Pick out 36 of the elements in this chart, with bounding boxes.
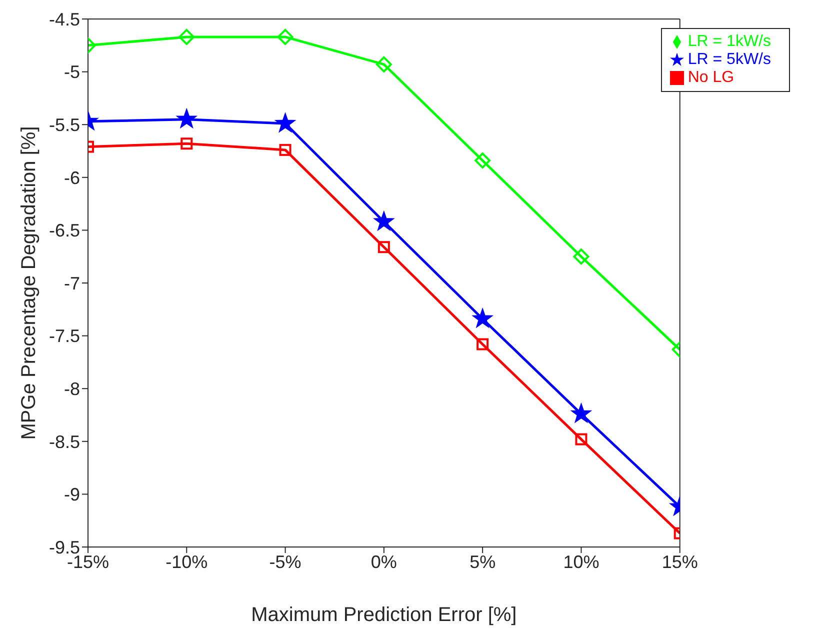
point — [374, 211, 394, 230]
x-tick-label: -10% — [166, 552, 208, 572]
point — [476, 338, 489, 350]
point — [573, 248, 590, 265]
y-tick-label: -5 — [64, 62, 80, 82]
x-tick-label: 10% — [563, 552, 600, 572]
y-tick-label: -9 — [64, 484, 80, 505]
point — [176, 108, 197, 128]
legend-label: No LG — [688, 69, 734, 86]
x-tick-label: 0% — [370, 552, 397, 572]
x-tick-label: 5% — [470, 552, 496, 572]
point — [571, 403, 592, 423]
point — [275, 113, 296, 132]
legend-label: LR = 1kW/s — [688, 33, 771, 50]
y-tick-label: -7 — [64, 273, 80, 294]
y-tick-label: -7.5 — [48, 326, 80, 346]
point — [277, 28, 294, 45]
y-axis-title: MPGe Precentage Degradation [%] — [18, 126, 40, 440]
y-tick-label: -8.5 — [48, 432, 80, 452]
x-tick-label: 15% — [662, 552, 698, 572]
x-tick-label: -5% — [269, 552, 302, 572]
point — [474, 152, 491, 169]
point — [376, 56, 392, 72]
legend-label: LR = 5kW/s — [688, 51, 771, 68]
y-tick-label: -5.5 — [48, 114, 80, 135]
point — [279, 144, 292, 156]
point — [378, 241, 390, 254]
point — [178, 28, 195, 45]
y-tick-label: -6 — [64, 168, 80, 188]
point — [180, 138, 193, 150]
y-tick-label: -4.5 — [48, 9, 80, 30]
y-tick-label: -8 — [64, 378, 80, 399]
x-axis-title: Maximum Prediction Error [%] — [251, 604, 517, 626]
point — [575, 433, 588, 446]
y-tick-label: -6.5 — [48, 220, 80, 241]
point — [472, 308, 493, 328]
